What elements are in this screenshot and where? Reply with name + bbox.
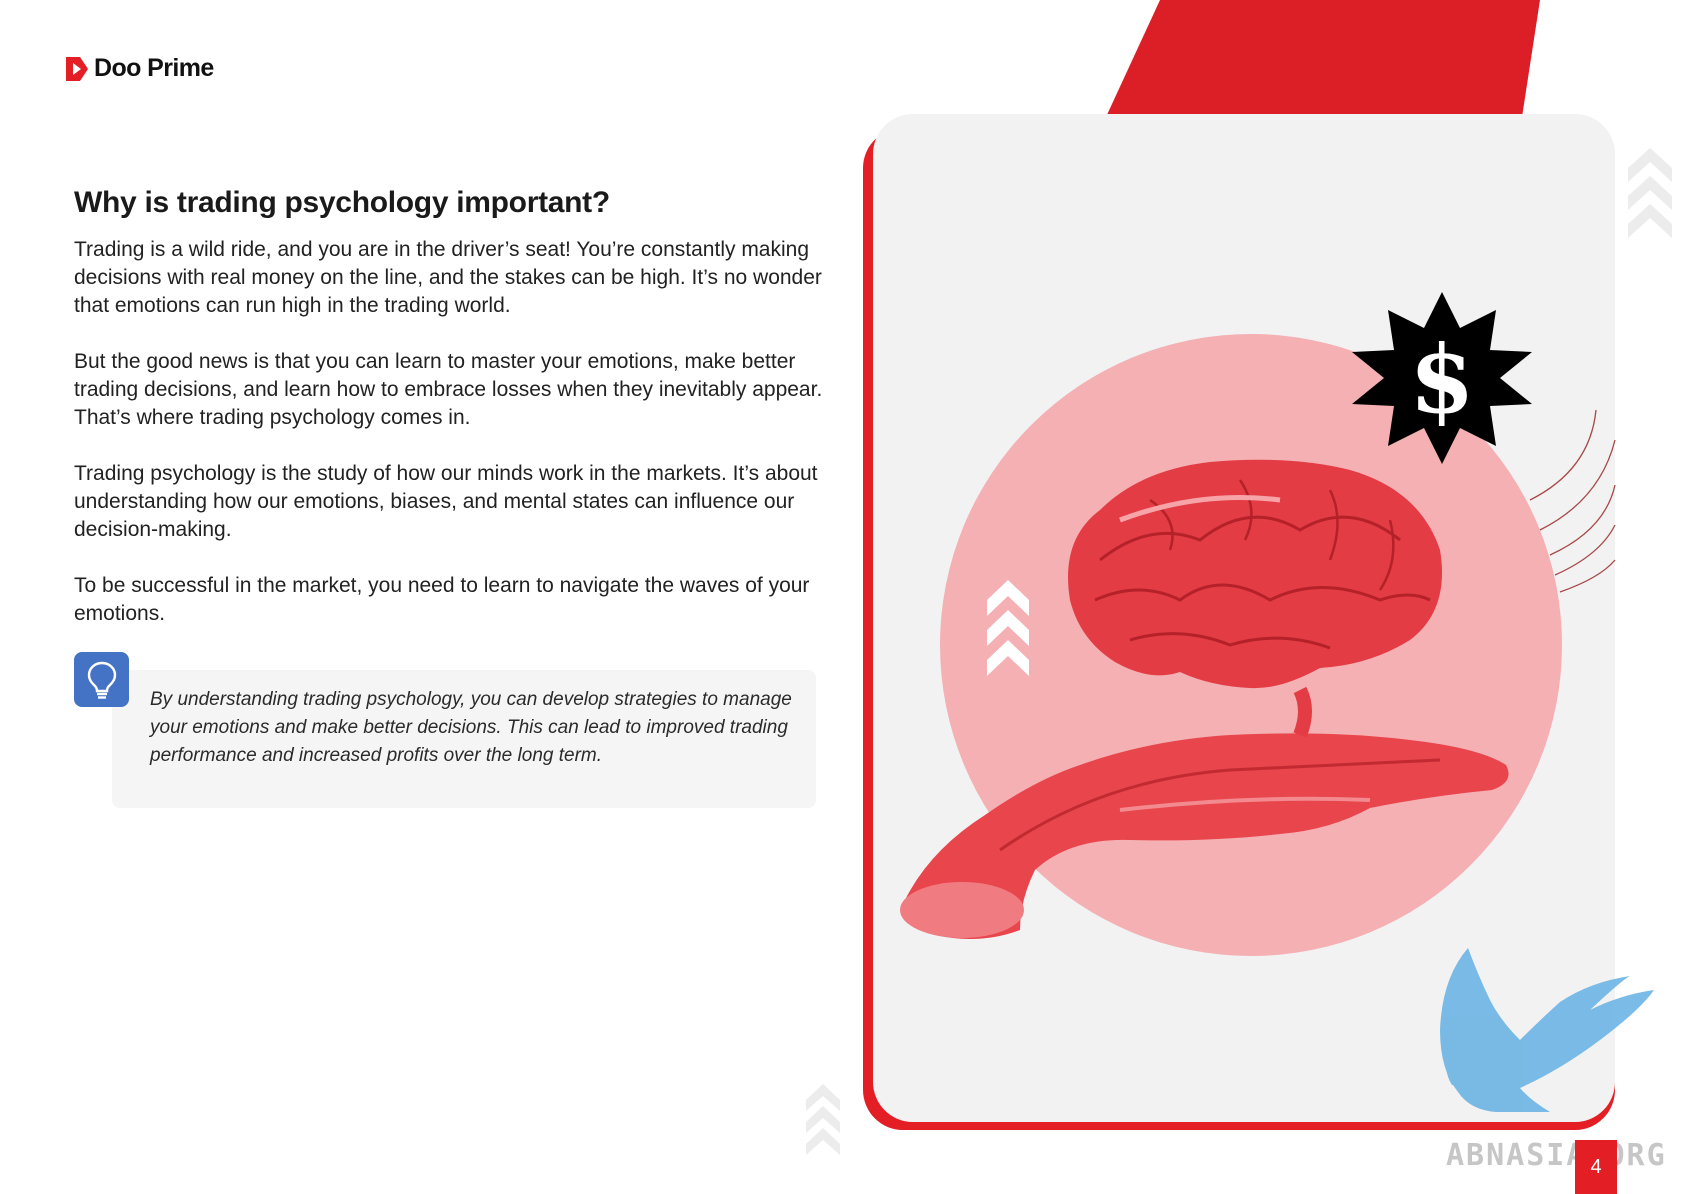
lightbulb-icon xyxy=(87,661,116,699)
arc-lines xyxy=(1529,409,1616,593)
decorative-red-band xyxy=(1100,0,1540,130)
light-chevrons-top xyxy=(1628,148,1672,238)
page-number: 4 xyxy=(1575,1140,1617,1194)
brand-logo: Doo Prime xyxy=(66,54,214,83)
site-watermark: ABNASIA.ORG xyxy=(1446,1138,1667,1173)
tip-icon-box xyxy=(74,652,129,707)
hand-illustration xyxy=(900,733,1509,939)
paragraph-intro: Trading is a wild ride, and you are in t… xyxy=(74,238,822,317)
page-title: Why is trading psychology important? xyxy=(74,186,610,219)
paragraph-good-news: But the good news is that you can learn … xyxy=(74,350,823,429)
paragraph-definition: Trading psychology is the study of how o… xyxy=(74,462,818,541)
dollar-symbol: $ xyxy=(1409,325,1474,435)
doo-prime-logo-icon xyxy=(66,56,88,81)
tip-text: By understanding trading psychology, you… xyxy=(150,689,792,766)
eagle-watermark-icon xyxy=(1440,948,1654,1112)
paragraph-conclusion: To be successful in the market, you need… xyxy=(74,574,810,625)
brand-name: Doo Prime xyxy=(94,54,214,82)
chevron-arrows-icon xyxy=(987,580,1029,676)
dollar-badge-icon: $ xyxy=(1352,292,1532,464)
light-chevrons-bottom xyxy=(806,1084,840,1155)
tip-callout xyxy=(112,670,816,808)
brain-illustration xyxy=(1068,459,1442,738)
